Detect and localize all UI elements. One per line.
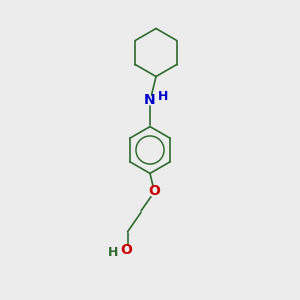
Text: H: H [108, 246, 118, 259]
Text: H: H [158, 90, 169, 104]
Text: N: N [144, 94, 156, 107]
Text: O: O [148, 184, 160, 198]
Text: O: O [120, 243, 132, 257]
